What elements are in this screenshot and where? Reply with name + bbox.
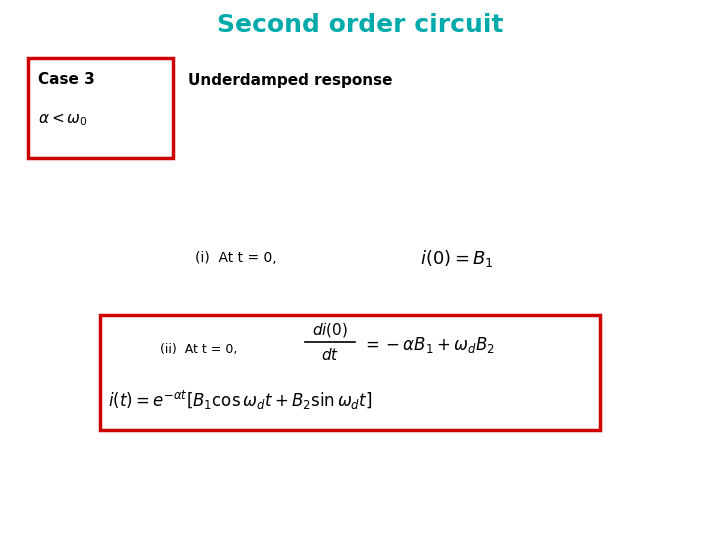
- Text: Second order circuit: Second order circuit: [217, 13, 503, 37]
- Text: $i(0) = B_1$: $i(0) = B_1$: [420, 247, 494, 268]
- Bar: [28, 58, 173, 158]
- Text: (i)  At t = 0,: (i) At t = 0,: [195, 251, 276, 265]
- Text: Underdamped response: Underdamped response: [188, 72, 392, 87]
- Text: (ii)  At t = 0,: (ii) At t = 0,: [160, 343, 238, 356]
- Text: $= -\alpha B_1 + \omega_d B_2$: $= -\alpha B_1 + \omega_d B_2$: [362, 335, 495, 355]
- Text: $di(0)$: $di(0)$: [312, 321, 348, 339]
- Text: Case 3: Case 3: [38, 72, 95, 87]
- Bar: [100, 315, 600, 430]
- Text: $dt$: $dt$: [321, 347, 339, 363]
- Text: $\alpha < \omega_0$: $\alpha < \omega_0$: [38, 112, 88, 129]
- Text: $i(t) = e^{-\alpha t}[B_1 \cos \omega_d t + B_2 \sin \omega_d t]$: $i(t) = e^{-\alpha t}[B_1 \cos \omega_d …: [108, 388, 372, 411]
